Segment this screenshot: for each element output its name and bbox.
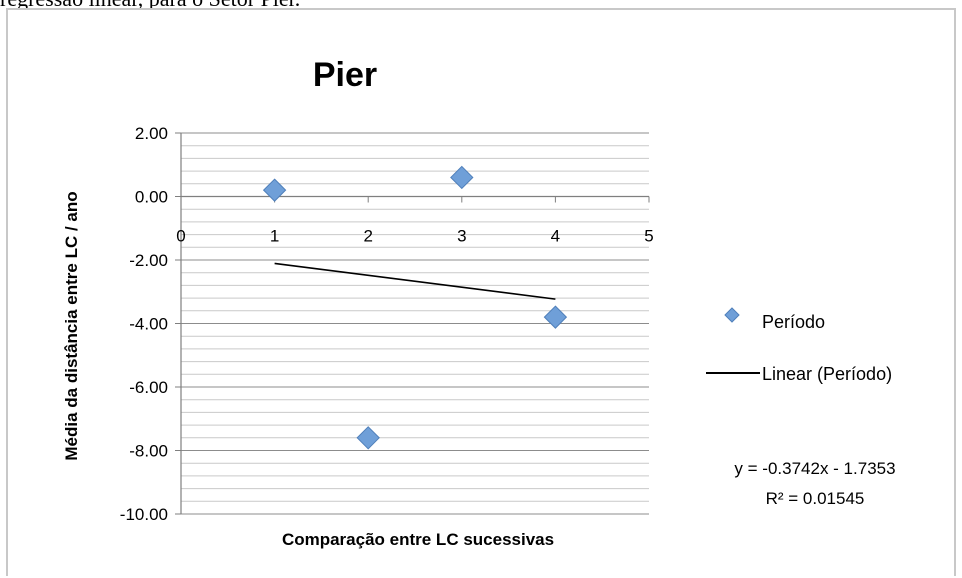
x-axis-label: Comparação entre LC sucessivas bbox=[282, 530, 554, 549]
axes bbox=[175, 132, 650, 515]
trendline-equation: y = -0.3742x - 1.7353 bbox=[734, 459, 895, 478]
chart-frame bbox=[6, 8, 956, 576]
trendline-layer bbox=[274, 262, 556, 300]
y-axis-label: Média da distância entre LC / ano bbox=[62, 191, 81, 460]
r-squared-label: R² = 0.01545 bbox=[766, 489, 865, 508]
y-tick-label: -2.00 bbox=[129, 251, 168, 270]
x-tick-label: 3 bbox=[457, 227, 466, 246]
legend: Período Linear (Período) bbox=[706, 307, 892, 384]
data-point-diamond bbox=[543, 305, 568, 329]
chart-title: Pier bbox=[313, 56, 377, 94]
y-tick-label: 2.00 bbox=[135, 124, 168, 143]
tick-labels: 2.00 0.00 -2.00 -4.00 -6.00 -8.00 -10.00 0 1 2 3 4 5 bbox=[120, 124, 654, 524]
data-points bbox=[262, 165, 568, 450]
x-tick-label: 1 bbox=[270, 227, 279, 246]
document-text-above-chart: regressão linear, para o Setor Pier. bbox=[0, 0, 300, 12]
grid-lines bbox=[181, 132, 649, 515]
trendline bbox=[274, 262, 556, 300]
data-point-diamond bbox=[450, 165, 474, 190]
y-tick-label: -10.00 bbox=[120, 505, 168, 524]
y-tick-label: 0.00 bbox=[135, 188, 168, 207]
data-point-diamond bbox=[262, 178, 287, 202]
x-tick-label: 2 bbox=[363, 227, 372, 246]
x-tick-label: 0 bbox=[176, 227, 185, 246]
x-tick-label: 5 bbox=[644, 227, 653, 246]
legend-marker-periodo bbox=[724, 307, 740, 323]
data-point-diamond bbox=[356, 426, 380, 450]
legend-label-periodo: Período bbox=[762, 312, 825, 332]
y-tick-label: -6.00 bbox=[129, 378, 168, 397]
y-tick-label: -4.00 bbox=[129, 315, 168, 334]
x-tick-label: 4 bbox=[551, 227, 560, 246]
y-tick-label: -8.00 bbox=[129, 442, 168, 461]
legend-label-linear: Linear (Período) bbox=[762, 364, 892, 384]
